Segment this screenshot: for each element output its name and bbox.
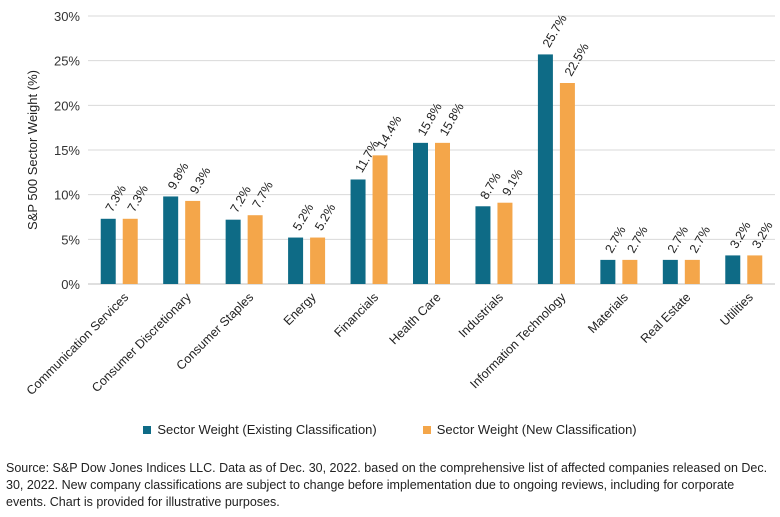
data-label: 5.2% (290, 201, 316, 233)
x-category-label: Health Care (387, 290, 444, 347)
data-label: 5.2% (312, 201, 338, 233)
bar (413, 142, 428, 284)
x-category-label: Financials (331, 290, 381, 340)
data-label: 9.1% (499, 167, 525, 199)
bar (662, 259, 678, 284)
legend-label-new: Sector Weight (New Classification) (436, 422, 637, 437)
bar (600, 259, 616, 284)
y-axis-ticks: 0% 5% 10% 15% 20% 25% 30% (54, 9, 80, 292)
bar (185, 200, 201, 284)
data-label: 3.2% (727, 219, 753, 251)
bars (100, 54, 763, 285)
bar (122, 218, 138, 284)
bar (622, 259, 638, 284)
bar (372, 155, 388, 284)
bar (100, 218, 116, 284)
bar (435, 142, 450, 284)
data-label: 14.4% (375, 113, 405, 151)
x-category-label: Materials (585, 290, 631, 336)
x-category-label: Energy (281, 290, 319, 328)
data-label: 7.2% (228, 183, 254, 215)
gridlines (88, 15, 775, 285)
bar (559, 83, 575, 284)
bar (288, 237, 304, 284)
x-category-label: Real Estate (638, 290, 694, 346)
data-label: 22.5% (562, 41, 592, 79)
bar (537, 54, 553, 285)
data-label: 9.3% (187, 165, 213, 197)
legend-item-existing: Sector Weight (Existing Classification) (143, 422, 377, 437)
y-axis-label: S&P 500 Sector Weight (%) (25, 70, 40, 230)
bar (163, 196, 179, 284)
data-label: 8.7% (477, 170, 503, 202)
bar (684, 259, 700, 284)
bar (725, 255, 741, 284)
legend-item-new: Sector Weight (New Classification) (422, 422, 637, 437)
y-tick-label: 5% (61, 232, 80, 247)
bar (310, 237, 326, 284)
legend-swatch-existing (143, 425, 152, 434)
x-category-label: Utilities (718, 290, 756, 328)
legend-label-existing: Sector Weight (Existing Classification) (157, 422, 377, 437)
y-tick-label: 20% (54, 98, 80, 113)
y-tick-label: 15% (54, 143, 80, 158)
data-label: 7.3% (125, 183, 151, 215)
bar (225, 219, 241, 284)
y-tick-label: 0% (61, 277, 80, 292)
bar (747, 255, 763, 284)
y-tick-label: 30% (54, 9, 80, 24)
data-label: 3.2% (749, 219, 775, 251)
y-tick-label: 25% (54, 54, 80, 69)
y-tick-label: 10% (54, 188, 80, 203)
x-category-label: Industrials (456, 290, 506, 340)
bar (247, 215, 263, 284)
bar-chart: 0%5%10%15%20%25%30% 7.3%7.3%9.8%9.3%7.2%… (24, 9, 776, 398)
bar (475, 206, 491, 284)
data-label: 7.3% (103, 183, 129, 215)
legend-swatch-new (422, 425, 431, 434)
legend: Sector Weight (Existing Classification) … (0, 422, 780, 437)
bar (497, 202, 513, 284)
bar (350, 179, 366, 284)
source-note: Source: S&P Dow Jones Indices LLC. Data … (6, 461, 768, 509)
x-category-label: Communication Services (24, 290, 132, 398)
data-label: 25.7% (540, 12, 570, 50)
